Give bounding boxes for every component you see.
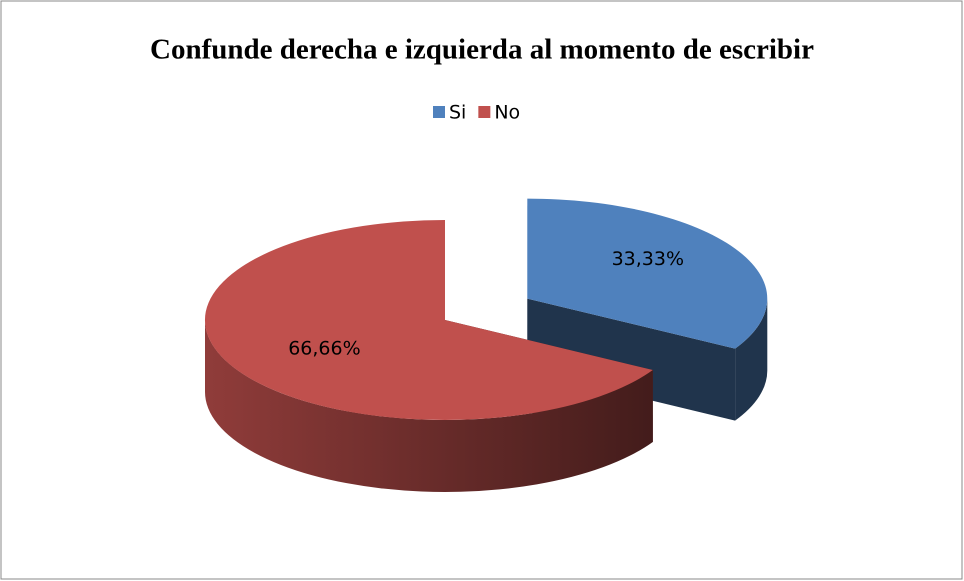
pie-slice: 33,33% [527, 198, 768, 421]
slice-side [205, 320, 653, 492]
legend-swatch [433, 106, 445, 118]
slice-face [527, 298, 736, 421]
data-label: 66,66% [288, 338, 360, 360]
pie-slice: 66,66% [204, 220, 653, 492]
slice-side [735, 298, 768, 421]
legend-swatch [478, 106, 491, 118]
chart-title: Confunde derecha e izquierda al momento … [150, 34, 814, 66]
legend: Si No [433, 102, 520, 124]
legend-label: No [494, 102, 520, 124]
legend-label: Si [449, 102, 466, 124]
slice-top [527, 198, 768, 349]
slice-top [204, 220, 653, 420]
data-label: 33,33% [612, 248, 684, 270]
